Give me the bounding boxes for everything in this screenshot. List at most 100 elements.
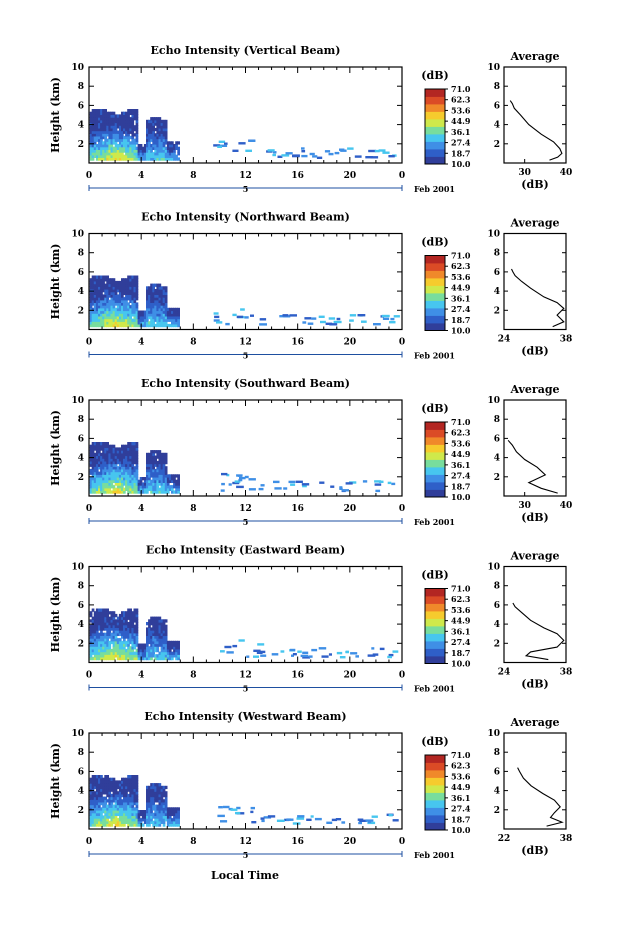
heatmap-cell	[100, 812, 103, 816]
heatmap-cell	[98, 111, 101, 115]
heatmap-cell	[301, 150, 306, 153]
heatmap-cell	[110, 799, 114, 803]
heatmap-cell	[100, 775, 103, 779]
heatmap-cell	[100, 117, 103, 121]
heatmap-cell	[152, 135, 155, 140]
heatmap-cell	[116, 799, 120, 803]
heatmap-cell	[118, 313, 122, 317]
heatmap-cell	[158, 479, 162, 483]
heatmap-cell	[95, 630, 99, 634]
heatmap-cell	[125, 619, 128, 623]
heatmap-cell	[371, 815, 378, 818]
heatmap-cell	[156, 635, 160, 639]
heatmap-cell	[235, 811, 241, 815]
heatmap-cell	[164, 286, 168, 290]
heatmap-cell	[141, 146, 145, 150]
heatmap-cell	[104, 460, 107, 465]
heatmap-cell	[152, 648, 155, 653]
heatmap-cell	[89, 117, 93, 121]
heatmap-cell	[133, 638, 137, 642]
heatmap-cell	[104, 635, 107, 639]
heatmap-cell	[112, 310, 116, 314]
heatmap-cell	[171, 154, 174, 158]
heatmap-cell	[106, 619, 109, 623]
heatmap-cell	[156, 294, 160, 298]
heatmap-cell	[106, 146, 109, 150]
heatmap-cell	[121, 157, 124, 161]
heatmap-cell	[135, 630, 139, 634]
heatmap-cell	[125, 799, 128, 803]
heatmap-cell	[158, 302, 162, 306]
heatmap-cell	[112, 315, 116, 320]
heatmap-cell	[148, 157, 151, 161]
heatmap-cell	[146, 785, 149, 790]
heatmap-cell	[95, 117, 99, 121]
heatmap-cell	[93, 785, 97, 790]
heatmap-cell	[162, 289, 166, 293]
colorbar-tick-label: 44.9	[451, 616, 471, 626]
heatmap-cell	[171, 812, 174, 816]
heatmap-cell	[177, 307, 180, 312]
heatmap-cell	[112, 149, 116, 153]
heatmap-cell	[100, 608, 103, 612]
heatmap-cell	[106, 490, 109, 494]
heatmap-cell	[164, 796, 168, 800]
heatmap-cell	[168, 487, 172, 491]
heatmap-cell	[177, 640, 180, 645]
heatmap-cell	[162, 793, 166, 798]
heatmap-cell	[214, 315, 220, 319]
heatmap-cell	[123, 474, 126, 478]
heatmap-cell	[131, 785, 135, 790]
heatmap-cell	[152, 297, 155, 301]
heatmap-cell	[148, 133, 151, 137]
heatmap-cell	[93, 635, 97, 639]
heatmap-cell	[108, 305, 112, 309]
heatmap-cell	[150, 646, 153, 650]
heatmap-cell	[91, 608, 95, 612]
heatmap-cell	[162, 154, 166, 158]
heatmap-cell	[341, 489, 349, 492]
colorbar-segment	[425, 633, 445, 642]
heatmap-cell	[121, 490, 124, 494]
heatmap-cell	[164, 297, 168, 301]
heatmap-cell	[125, 447, 128, 451]
heatmap-cell	[112, 111, 116, 115]
heatmap-cell	[106, 477, 109, 481]
heatmap-cell	[100, 487, 103, 491]
heatmap-cell	[177, 818, 180, 822]
heatmap-cell	[116, 458, 120, 462]
heatmap-cell	[110, 447, 114, 451]
heatmap-cell	[125, 444, 128, 448]
heatmap-cell	[158, 119, 162, 124]
heatmap-cell	[91, 804, 95, 808]
heatmap-cell	[106, 611, 109, 615]
y-tick-label: 8	[78, 249, 84, 259]
heatmap-cell	[131, 613, 135, 618]
heatmap-cell	[116, 820, 120, 824]
x-tick-label: 4	[138, 171, 144, 181]
heatmap-cell	[93, 321, 97, 325]
heatmap-cell	[93, 111, 97, 115]
heatmap-cell	[125, 278, 128, 282]
heatmap-cell	[114, 455, 118, 459]
heatmap-cell	[123, 460, 126, 465]
heatmap-cell	[125, 119, 128, 124]
heatmap-cell	[166, 807, 170, 811]
heatmap-cell	[160, 294, 164, 298]
heatmap-cell	[110, 632, 114, 636]
heatmap-cell	[131, 294, 135, 298]
heatmap-cell	[166, 315, 170, 320]
heatmap-cell	[112, 804, 116, 808]
heatmap-cell	[108, 801, 112, 806]
heatmap-cell	[98, 442, 101, 446]
heatmap-cell	[160, 291, 164, 295]
heatmap-cell	[156, 141, 160, 145]
heatmap-cell	[102, 815, 105, 819]
heatmap-cell	[131, 141, 135, 145]
heatmap-cell	[171, 810, 174, 814]
heatmap-cell	[114, 783, 118, 787]
panel-title: Echo Intensity (Vertical Beam)	[150, 44, 340, 57]
heatmap-cell	[133, 654, 137, 658]
heatmap-cell	[112, 807, 116, 811]
heatmap-cell	[217, 145, 222, 148]
